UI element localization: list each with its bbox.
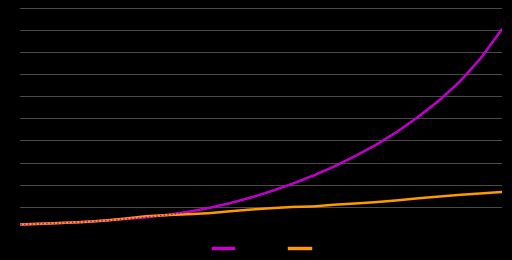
Legend: , : , [212, 241, 310, 255]
